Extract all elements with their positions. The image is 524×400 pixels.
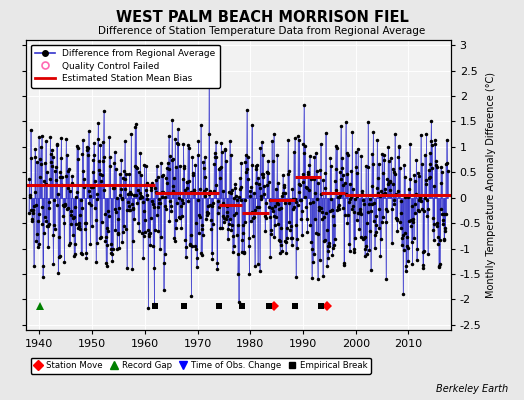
Y-axis label: Monthly Temperature Anomaly Difference (°C): Monthly Temperature Anomaly Difference (… (486, 72, 496, 298)
Text: Berkeley Earth: Berkeley Earth (436, 384, 508, 394)
Text: WEST PALM BEACH MORRISON FIEL: WEST PALM BEACH MORRISON FIEL (116, 10, 408, 25)
Text: Difference of Station Temperature Data from Regional Average: Difference of Station Temperature Data f… (99, 26, 425, 36)
Legend: Station Move, Record Gap, Time of Obs. Change, Empirical Break: Station Move, Record Gap, Time of Obs. C… (30, 358, 371, 374)
